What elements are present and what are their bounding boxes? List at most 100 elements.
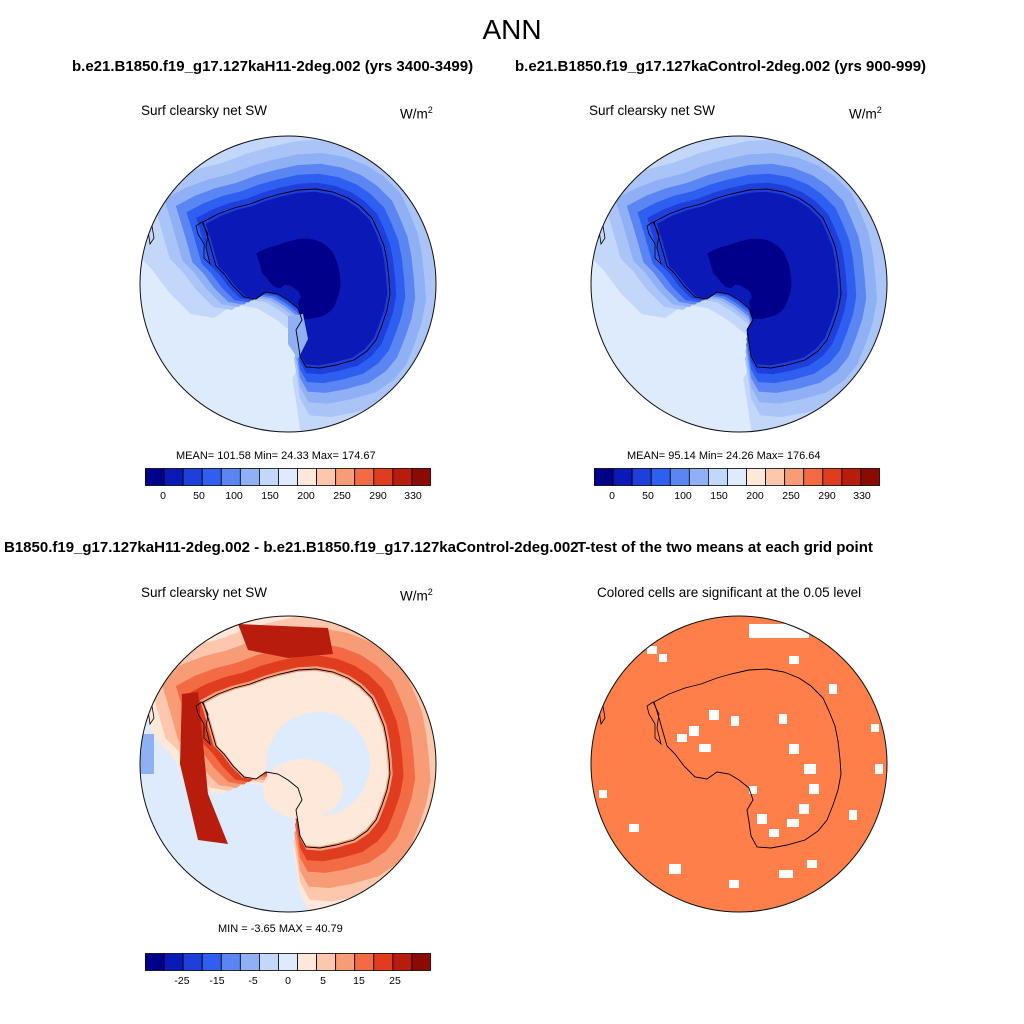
colorbar-swatch [316, 468, 337, 486]
panel-a-units: W/m2 [400, 105, 433, 122]
antarctica-coastline [653, 188, 842, 369]
colorbar-swatch [259, 468, 279, 486]
colorbar-tick-label: 150 [710, 490, 728, 502]
panel-a-colorbar [145, 468, 431, 486]
non-significant-cell [699, 744, 711, 752]
colorbar-tick-label: 290 [369, 490, 387, 502]
colorbar-tick-label: 290 [818, 490, 836, 502]
significant-cells [591, 616, 887, 912]
panel-c-map [139, 615, 437, 913]
non-significant-cell [629, 824, 639, 832]
non-significant-cell [787, 819, 799, 827]
peninsula-coastline [646, 701, 662, 746]
colorbar-swatch [669, 468, 690, 486]
colorbar-swatch [297, 468, 317, 486]
colorbar-tick-label: 100 [674, 490, 692, 502]
colorbar-swatch [182, 953, 203, 971]
panel-c-units: W/m2 [400, 587, 433, 604]
colorbar-tick-label: -25 [174, 975, 190, 987]
non-significant-cell [871, 724, 879, 732]
map-field [591, 136, 887, 432]
non-significant-cell [757, 814, 767, 824]
non-significant-cell [809, 784, 819, 794]
non-significant-cell [677, 734, 687, 742]
colorbar-swatch [259, 953, 279, 971]
colorbar-swatch [278, 953, 298, 971]
colorbar-tick-label: 0 [609, 490, 615, 502]
panel-a-map [139, 135, 437, 433]
colorbar-tick-label: -5 [248, 975, 258, 987]
colorbar-swatch [803, 468, 824, 486]
case-b-title: b.e21.B1850.f19_g17.127kaControl-2deg.00… [515, 58, 927, 75]
non-significant-cell [799, 804, 809, 814]
non-significant-cell [729, 880, 739, 888]
colorbar-swatch [278, 468, 298, 486]
non-significant-cell [647, 646, 657, 654]
panel-b-colorbar [594, 468, 880, 486]
non-significant-cell [849, 810, 857, 820]
colorbar-tick-label: 0 [285, 975, 291, 987]
non-significant-cell [804, 764, 816, 774]
non-significant-cell [789, 744, 799, 754]
colorbar-tick-label: 5 [320, 975, 326, 987]
non-significant-cell [769, 829, 779, 837]
non-significant-cell [749, 624, 809, 638]
colorbar-swatch [594, 468, 614, 486]
colorbar-swatch [239, 953, 260, 971]
colorbar-swatch [145, 953, 165, 971]
field-band [140, 734, 154, 774]
panel-b-units: W/m2 [849, 105, 882, 122]
panel-b-variable: Surf clearsky net SW [589, 103, 716, 118]
colorbar-swatch [650, 468, 671, 486]
map-field [591, 616, 887, 912]
colorbar-swatch [373, 468, 394, 486]
non-significant-cell [689, 726, 699, 736]
colorbar-tick-label: 200 [297, 490, 315, 502]
panel-a-stats: MEAN= 101.58 Min= 24.33 Max= 174.67 [176, 450, 376, 462]
panel-b-map [590, 135, 888, 433]
colorbar-swatch [297, 953, 317, 971]
non-significant-cell [779, 870, 793, 878]
colorbar-tick-label: -15 [209, 975, 225, 987]
colorbar-swatch [765, 468, 786, 486]
non-significant-cell [749, 786, 757, 794]
field-band [263, 759, 343, 819]
colorbar-swatch [392, 953, 413, 971]
colorbar-swatch [239, 468, 260, 486]
colorbar-swatch [746, 468, 766, 486]
colorbar-swatch [841, 468, 862, 486]
peninsula-coastline [195, 221, 211, 266]
colorbar-swatch [201, 468, 222, 486]
colorbar-swatch [860, 468, 880, 486]
colorbar-swatch [220, 468, 241, 486]
panel-b-stats: MEAN= 95.14 Min= 24.26 Max= 176.64 [627, 450, 821, 462]
case-a-title: b.e21.B1850.f19_g17.127kaH11-2deg.002 (y… [72, 58, 474, 75]
colorbar-tick-label: 15 [353, 975, 365, 987]
map-boundary [139, 135, 437, 433]
colorbar-swatch [354, 468, 375, 486]
colorbar-swatch [335, 953, 356, 971]
non-significant-cell [659, 654, 667, 662]
colorbar-tick-label: 50 [193, 490, 205, 502]
panel-d-map [590, 615, 888, 913]
colorbar-swatch [163, 468, 184, 486]
colorbar-swatch [612, 468, 633, 486]
panel-d-note: Colored cells are significant at the 0.0… [597, 585, 862, 600]
non-significant-cell [599, 790, 607, 798]
peninsula-coastline [646, 221, 662, 266]
non-significant-cell [875, 764, 883, 774]
colorbar-swatch [708, 468, 728, 486]
colorbar-swatch [201, 953, 222, 971]
colorbar-swatch [688, 468, 709, 486]
panel-c-stats: MIN = -3.65 MAX = 40.79 [218, 923, 343, 935]
colorbar-tick-label: 250 [782, 490, 800, 502]
non-significant-cell [807, 860, 817, 868]
field-band [256, 238, 341, 320]
colorbar-swatch [784, 468, 805, 486]
map-boundary [590, 135, 888, 433]
field-band [707, 238, 792, 320]
colorbar-swatch [727, 468, 747, 486]
antarctica-coastline [653, 668, 842, 849]
non-significant-cell [669, 864, 681, 874]
field-band [288, 314, 308, 359]
